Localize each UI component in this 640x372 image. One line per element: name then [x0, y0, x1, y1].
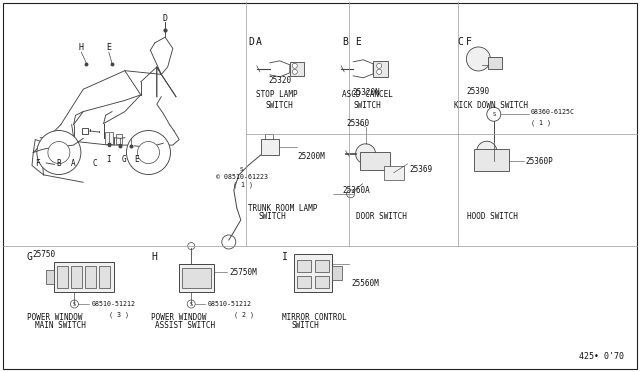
Text: S: S: [190, 302, 193, 307]
Text: ( 3 ): ( 3 ): [109, 311, 129, 318]
Circle shape: [70, 300, 79, 308]
Text: TRUNK ROOM LAMP: TRUNK ROOM LAMP: [248, 204, 317, 213]
Bar: [116, 134, 122, 144]
Text: ( 2 ): ( 2 ): [234, 311, 254, 318]
Text: I: I: [282, 251, 287, 262]
Text: SWITCH: SWITCH: [292, 321, 319, 330]
Text: ( 1 ): ( 1 ): [233, 182, 253, 188]
Bar: [474, 149, 509, 171]
Bar: [298, 260, 312, 272]
Bar: [179, 264, 214, 292]
Text: S: S: [240, 167, 244, 172]
Bar: [332, 266, 342, 280]
Text: MAIN SWITCH: MAIN SWITCH: [35, 321, 86, 330]
Circle shape: [188, 243, 195, 250]
Text: B: B: [56, 158, 61, 167]
Text: D: D: [248, 36, 254, 46]
Text: C: C: [92, 158, 97, 167]
Bar: [316, 276, 330, 288]
Circle shape: [356, 144, 376, 164]
Bar: [488, 57, 502, 69]
Text: 25200M: 25200M: [298, 152, 325, 161]
Circle shape: [188, 300, 195, 308]
Text: SWITCH: SWITCH: [266, 101, 293, 110]
Text: 25560M: 25560M: [351, 279, 379, 288]
Text: ( 1 ): ( 1 ): [531, 119, 551, 126]
Bar: [298, 276, 312, 288]
Circle shape: [347, 190, 355, 198]
Bar: [294, 254, 332, 292]
Text: G: G: [121, 155, 126, 164]
Text: S: S: [492, 112, 495, 117]
Bar: [261, 139, 279, 155]
Text: 25320: 25320: [268, 76, 291, 85]
Circle shape: [37, 131, 81, 174]
Text: SWITCH: SWITCH: [259, 212, 286, 221]
Bar: [182, 268, 211, 288]
Text: 25390: 25390: [467, 87, 490, 96]
Text: POWER WINDOW: POWER WINDOW: [27, 313, 83, 322]
Circle shape: [477, 141, 497, 161]
Text: DOOR SWITCH: DOOR SWITCH: [356, 212, 406, 221]
Text: E: E: [355, 36, 361, 46]
Text: HOOD SWITCH: HOOD SWITCH: [467, 212, 518, 221]
Bar: [373, 61, 388, 77]
Bar: [58, 266, 68, 288]
Circle shape: [292, 69, 298, 74]
Bar: [105, 132, 113, 144]
Bar: [54, 262, 115, 292]
Text: 425• 0'70: 425• 0'70: [579, 352, 624, 361]
Circle shape: [292, 63, 298, 68]
Text: F: F: [35, 158, 40, 167]
Text: 25750: 25750: [32, 250, 55, 259]
Text: 08360-6125C: 08360-6125C: [531, 109, 575, 115]
Text: MIRROR CONTROL: MIRROR CONTROL: [282, 313, 346, 322]
Text: ASSIST SWITCH: ASSIST SWITCH: [155, 321, 215, 330]
Text: 25360P: 25360P: [526, 157, 554, 166]
Text: G: G: [27, 251, 33, 262]
Text: KICK DOWN SWITCH: KICK DOWN SWITCH: [454, 101, 529, 110]
Text: A: A: [71, 158, 76, 167]
Circle shape: [138, 141, 159, 164]
Text: 25320N: 25320N: [353, 88, 380, 97]
Bar: [47, 270, 54, 284]
Text: 08510-51212: 08510-51212: [92, 301, 136, 307]
Text: E: E: [106, 43, 111, 52]
Bar: [99, 266, 111, 288]
Text: C: C: [458, 36, 463, 46]
Text: I: I: [106, 155, 111, 164]
Text: 25750M: 25750M: [229, 267, 257, 276]
Bar: [316, 260, 330, 272]
Text: D: D: [163, 14, 168, 23]
Text: 25369: 25369: [410, 165, 433, 174]
Text: 25360A: 25360A: [342, 186, 370, 195]
Text: 08510-51212: 08510-51212: [207, 301, 252, 307]
Circle shape: [222, 235, 236, 249]
Text: E: E: [134, 155, 139, 164]
Circle shape: [377, 69, 381, 74]
Circle shape: [487, 107, 501, 121]
Bar: [290, 62, 304, 76]
Text: 25360: 25360: [347, 119, 370, 128]
Text: ASCD CANCEL: ASCD CANCEL: [342, 90, 393, 99]
Text: B: B: [342, 36, 348, 46]
Text: SWITCH: SWITCH: [353, 101, 381, 110]
Text: © 08510-61223: © 08510-61223: [216, 174, 268, 180]
Text: H: H: [151, 251, 157, 262]
Circle shape: [48, 141, 70, 164]
Text: H: H: [79, 43, 84, 52]
Text: F: F: [466, 36, 472, 46]
Text: S: S: [73, 302, 76, 307]
Bar: [360, 152, 390, 170]
Text: A: A: [256, 36, 262, 46]
Circle shape: [467, 47, 490, 71]
Text: POWER WINDOW: POWER WINDOW: [151, 313, 207, 322]
Bar: [383, 166, 404, 180]
Text: STOP LAMP: STOP LAMP: [256, 90, 298, 99]
Bar: [85, 266, 97, 288]
Circle shape: [127, 131, 170, 174]
Bar: [72, 266, 83, 288]
Circle shape: [377, 63, 381, 68]
